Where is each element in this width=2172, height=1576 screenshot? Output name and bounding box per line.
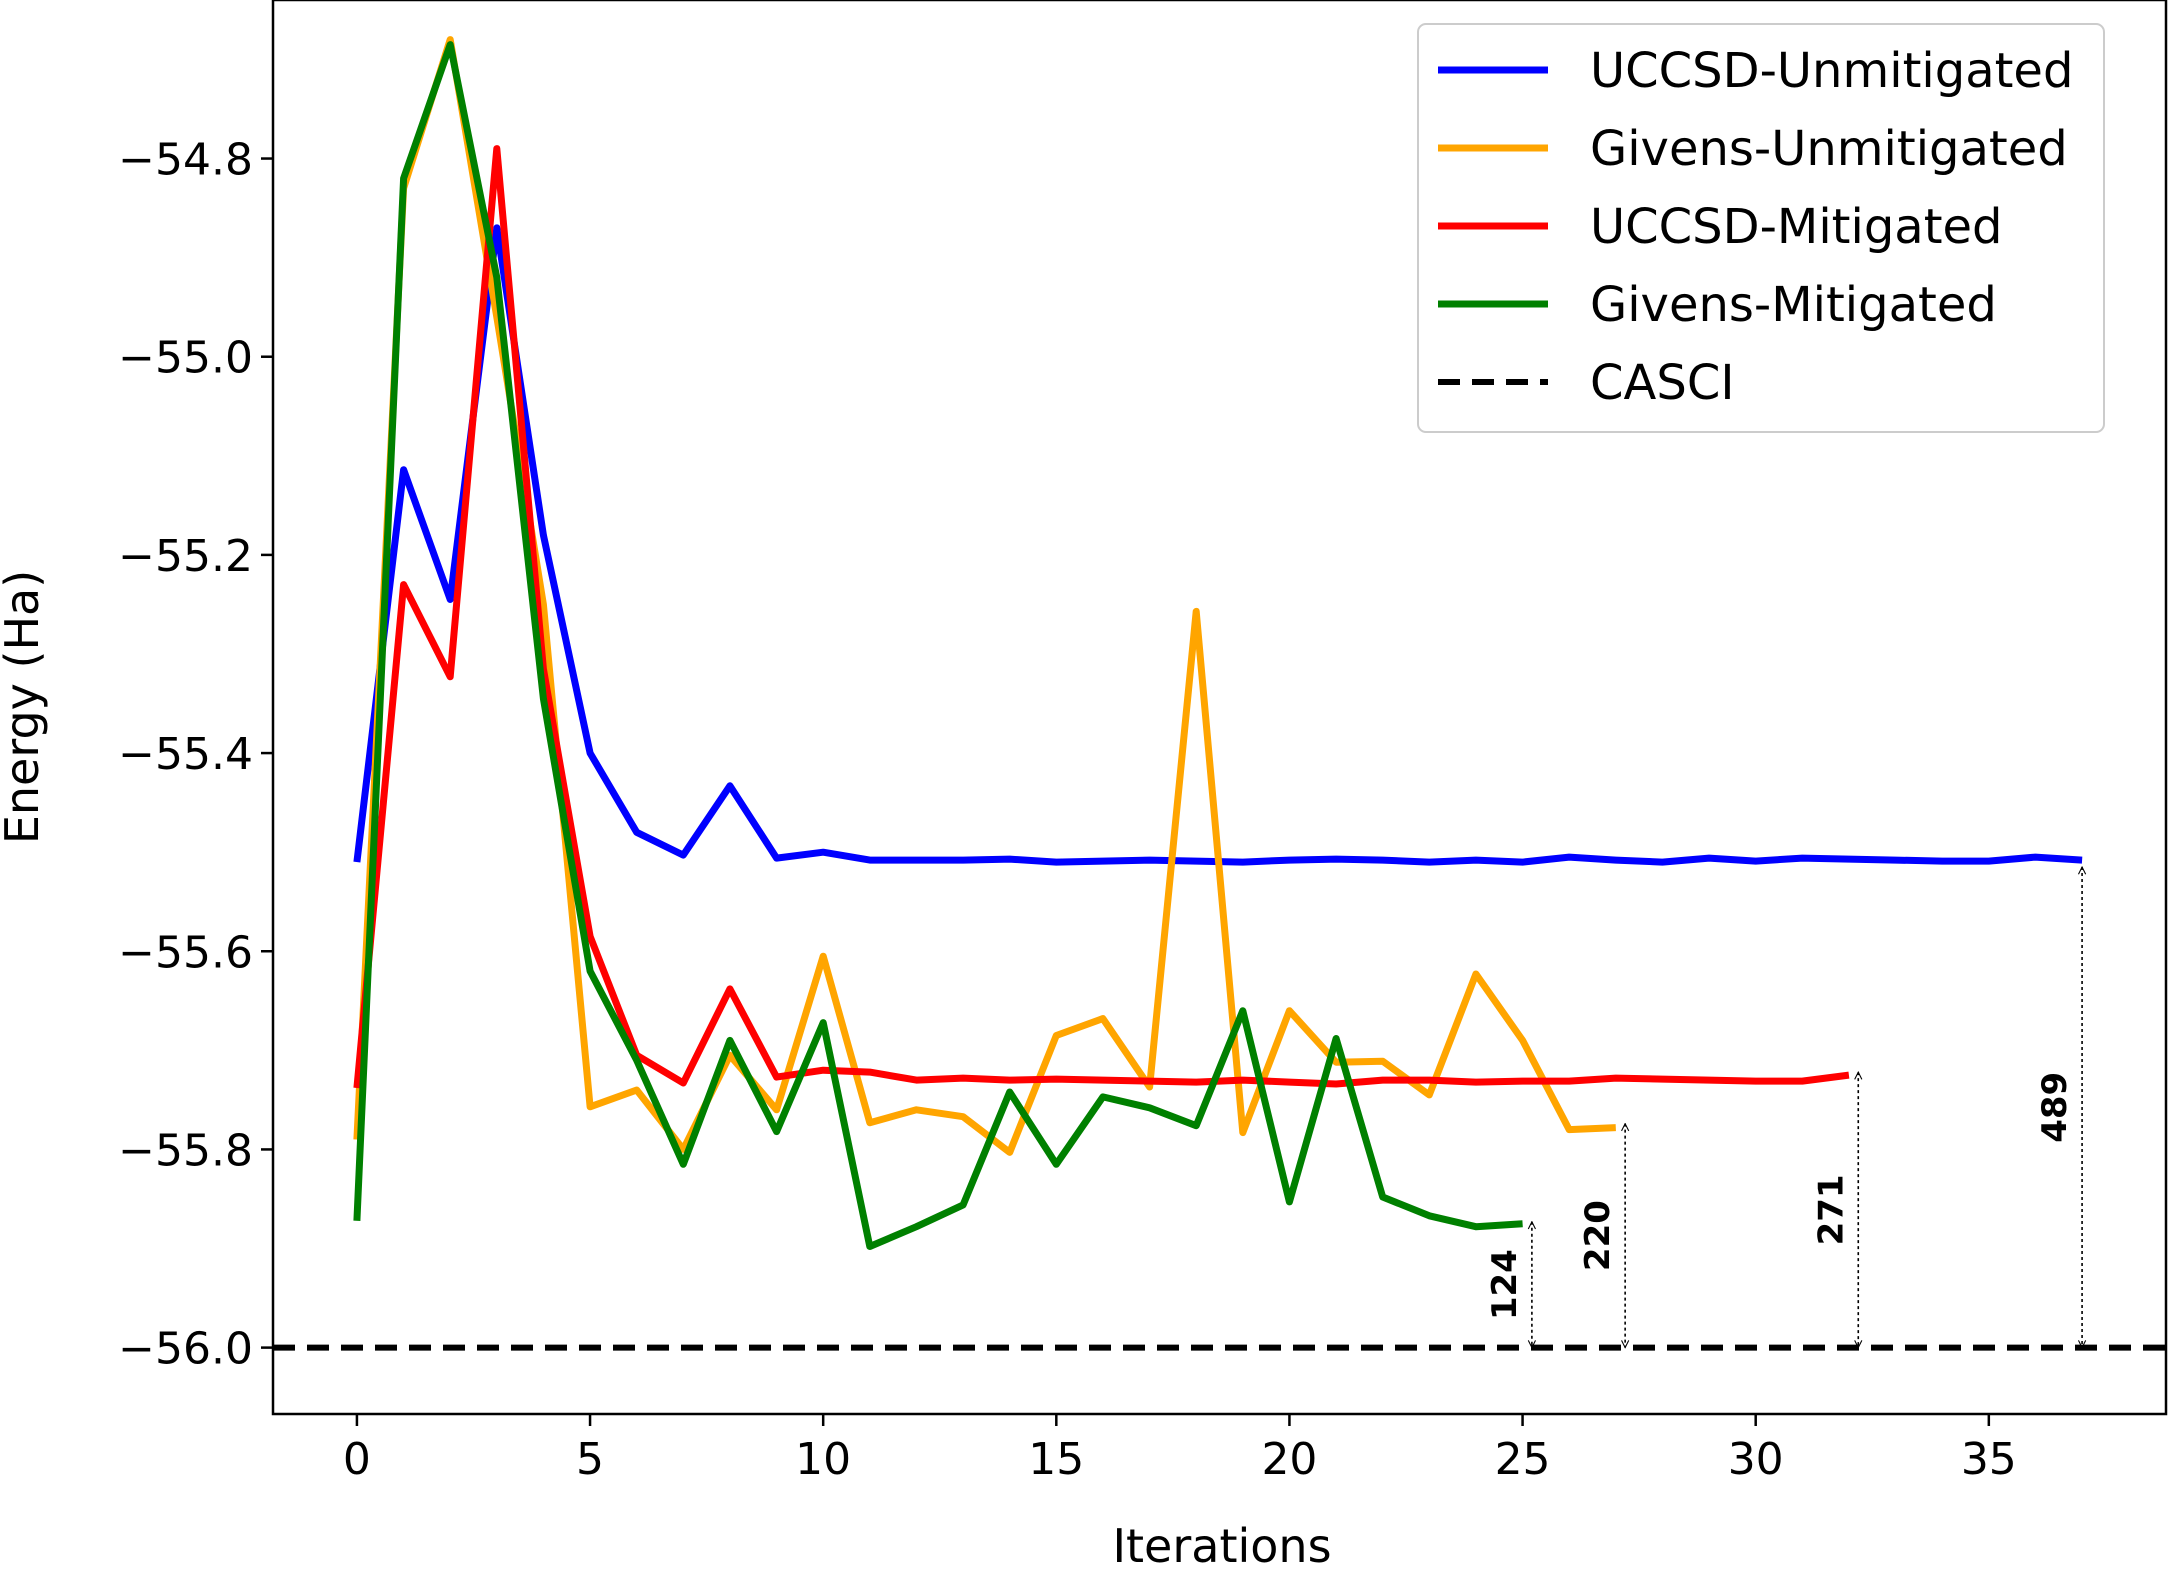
x-tick-label: 0 <box>343 1434 371 1485</box>
y-tick-label: −56.0 <box>118 1324 253 1375</box>
y-tick-label: −55.2 <box>118 531 253 582</box>
x-tick-label: 30 <box>1728 1434 1784 1485</box>
y-axis-label: Energy (Ha) <box>0 570 49 844</box>
x-tick-label: 35 <box>1961 1434 2017 1485</box>
legend-label-uccsd-unmitigated: UCCSD-Unmitigated <box>1590 43 2073 99</box>
y-tick-label: −55.6 <box>118 927 253 978</box>
x-tick-label: 25 <box>1495 1434 1551 1485</box>
legend-label-givens-unmitigated: Givens-Unmitigated <box>1590 121 2068 177</box>
x-axis-label: Iterations <box>1112 1519 1331 1573</box>
gap-label: 220 <box>1578 1200 1618 1271</box>
y-tick-label: −54.8 <box>118 135 253 186</box>
legend: UCCSD-Unmitigated Givens-Unmitigated UCCSD… <box>1417 23 2105 433</box>
gap-label: 271 <box>1811 1174 1851 1245</box>
x-tick-label: 5 <box>576 1434 604 1485</box>
gap-label: 489 <box>2035 1072 2075 1143</box>
legend-label-uccsd-mitigated: UCCSD-Mitigated <box>1590 199 2003 255</box>
series-line-uccsd-mitigated <box>353 145 1850 1089</box>
plot-frame <box>271 0 2168 1416</box>
y-tick-label: −55.0 <box>118 333 253 384</box>
series-line-givens-mitigated <box>353 41 1523 1250</box>
y-tick-label: −55.8 <box>118 1125 253 1176</box>
legend-items: UCCSD-Unmitigated Givens-Unmitigated UCCSD… <box>1438 43 2073 411</box>
legend-label-givens-mitigated: Givens-Mitigated <box>1590 277 1997 333</box>
legend-label-casci: CASCI <box>1590 355 1735 411</box>
gap-annotations: 124 220 271 489 <box>1485 867 2082 1348</box>
x-axis-ticks: 0 5 10 15 20 25 30 35 <box>343 1414 2017 1485</box>
y-tick-label: −55.4 <box>118 729 253 780</box>
x-tick-label: 15 <box>1028 1434 1084 1485</box>
legend-frame <box>1417 23 2105 433</box>
x-tick-label: 20 <box>1261 1434 1317 1485</box>
x-tick-label: 10 <box>795 1434 851 1485</box>
series-lines <box>273 36 2166 1351</box>
y-axis-ticks: −54.8 −55.0 −55.2 −55.4 −55.6 −55.8 −56.0 <box>118 135 273 1375</box>
gap-label: 124 <box>1485 1249 1525 1320</box>
